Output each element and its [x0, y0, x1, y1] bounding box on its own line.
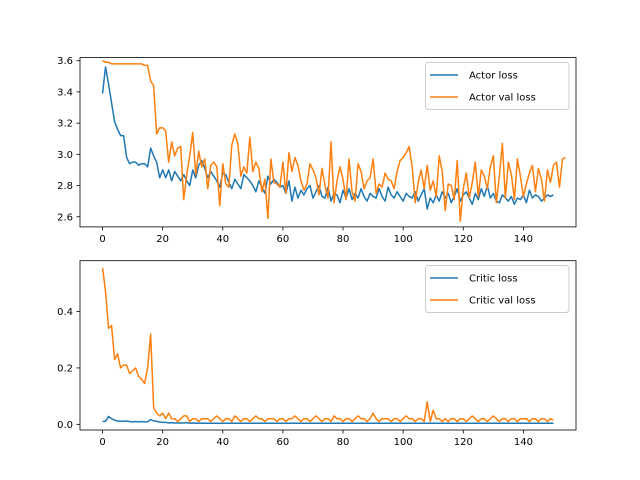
actor-loss-x-tick-label: 60 [277, 234, 290, 245]
actor-loss-y-tick-label: 3.6 [57, 56, 73, 67]
critic-loss-x-tick-label: 60 [277, 437, 290, 448]
actor-loss-axes-frame [79, 57, 577, 228]
actor-loss-x-tick-label: 80 [337, 234, 350, 245]
actor-loss-y-tick-label: 2.6 [57, 212, 73, 223]
critic-loss-x-tick-label: 140 [514, 437, 533, 448]
actor-loss-panel: 0 20 40 60 80 100 120 140 2.6 2.8 3.0 3.2 3.4 3.6 Act… [57, 56, 577, 245]
critic-loss-lines [101, 267, 554, 424]
critic-loss-legend: Critic loss Critic val loss [425, 265, 570, 313]
actor-loss-x-tick-label: 140 [514, 234, 533, 245]
actor-loss-x-tick-label: 100 [394, 234, 413, 245]
actor-loss-legend-label: Actor loss [469, 71, 518, 82]
critic-loss-y-tick-label: 0.0 [57, 420, 73, 431]
actor-loss-legend: Actor loss Actor val loss [425, 62, 570, 110]
critic-loss-y-tick-label: 0.4 [57, 307, 73, 318]
critic-loss-y-tick-label: 0.2 [57, 363, 73, 374]
critic-loss-panel: 0 20 40 60 80 100 120 140 0.0 0.2 0.4 Critic loss … [57, 260, 577, 448]
actor-loss-x-tick-label: 40 [216, 234, 229, 245]
critic-loss-x-tick-label: 20 [156, 437, 169, 448]
critic-loss-legend-box [425, 265, 570, 313]
actor-loss-y-tick-label: 3.4 [57, 87, 73, 98]
critic-loss-x-tick-label: 80 [337, 437, 350, 448]
actor-loss-lines [101, 60, 566, 223]
critic-loss-ticks: 0 20 40 60 80 100 120 140 0.0 0.2 0.4 [57, 307, 533, 448]
critic-loss-x-tick-label: 120 [454, 437, 473, 448]
actor-loss-x-tick-label: 120 [454, 234, 473, 245]
actor-loss-x-tick-label: 20 [156, 234, 169, 245]
actor-val-loss-line [102, 60, 566, 223]
actor-loss-y-tick-label: 2.8 [57, 181, 73, 192]
actor-loss-y-tick-label: 3.0 [57, 150, 73, 161]
critic-loss-line [102, 415, 554, 424]
actor-val-loss-legend-label: Actor val loss [469, 93, 536, 104]
actor-loss-legend-box [425, 62, 570, 110]
critic-loss-legend-label: Critic loss [469, 274, 518, 285]
critic-val-loss-line [101, 267, 554, 423]
critic-loss-x-tick-label: 40 [216, 437, 229, 448]
actor-loss-x-tick-label: 0 [99, 234, 105, 245]
actor-loss-ticks: 0 20 40 60 80 100 120 140 2.6 2.8 3.0 3.2 3.4 3.6 [57, 56, 533, 245]
critic-loss-x-tick-label: 0 [99, 437, 105, 448]
actor-loss-y-tick-label: 3.2 [57, 119, 73, 130]
critic-loss-axes-frame [79, 260, 577, 431]
critic-loss-x-tick-label: 100 [394, 437, 413, 448]
critic-val-loss-legend-label: Critic val loss [469, 296, 536, 307]
